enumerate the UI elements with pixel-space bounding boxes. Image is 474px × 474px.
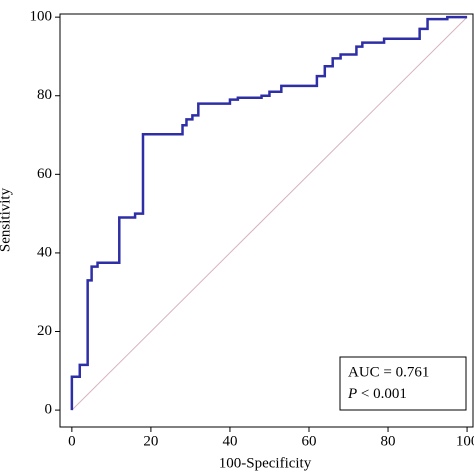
y-axis-title: Sensitivity: [0, 187, 13, 252]
auc-label: AUC = 0.761: [348, 364, 429, 380]
annotation-box: [339, 356, 467, 411]
x-tick-label: 40: [222, 433, 237, 449]
y-tick-label: 100: [30, 9, 53, 25]
plot-frame: [59, 13, 474, 428]
y-tick-label: 80: [37, 87, 52, 103]
x-tick-label: 60: [301, 433, 316, 449]
x-tick-label: 0: [68, 433, 76, 449]
x-axis-title: 100-Specificity: [219, 455, 312, 471]
p-value: < 0.001: [361, 386, 407, 402]
y-tick-label: 40: [37, 244, 52, 260]
y-tick-label: 20: [37, 323, 52, 339]
p-label: P < 0.001: [347, 386, 407, 402]
roc-curve: [70, 15, 468, 411]
x-tick-label: 100: [456, 433, 474, 449]
x-tick-label: 20: [143, 433, 158, 449]
y-tick-label: 60: [37, 166, 52, 182]
y-tick-label: 0: [45, 402, 53, 418]
p-symbol: P: [347, 386, 357, 402]
x-tick-label: 80: [381, 433, 396, 449]
reference-diagonal: [71, 16, 468, 411]
